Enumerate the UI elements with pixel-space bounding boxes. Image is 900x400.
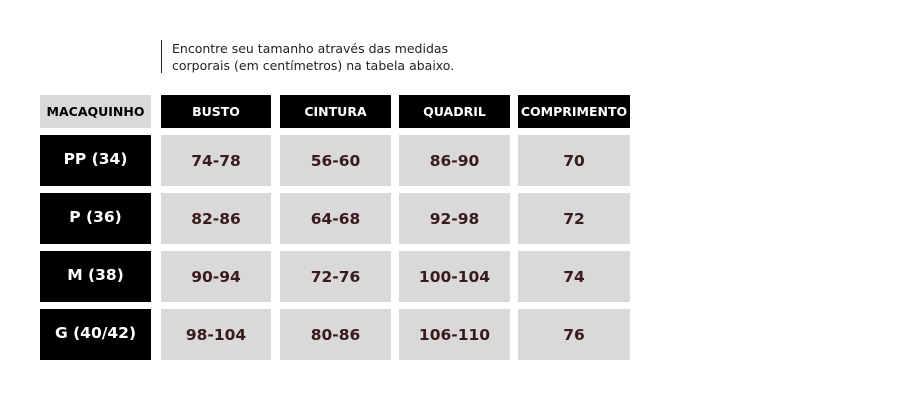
size-label: G (40/42) bbox=[40, 309, 151, 360]
intro-text: Encontre seu tamanho através das medidas… bbox=[161, 40, 521, 73]
busto-value: 90-94 bbox=[161, 251, 271, 302]
comprimento-value: 70 bbox=[518, 135, 630, 186]
cintura-value: 64-68 bbox=[280, 193, 391, 244]
cintura-value: 80-86 bbox=[280, 309, 391, 360]
cintura-value: 56-60 bbox=[280, 135, 391, 186]
size-label: PP (34) bbox=[40, 135, 151, 186]
quadril-value: 92-98 bbox=[399, 193, 510, 244]
busto-value: 74-78 bbox=[161, 135, 271, 186]
header-busto: BUSTO bbox=[161, 95, 271, 128]
header-comprimento: COMPRIMENTO bbox=[518, 95, 630, 128]
header-cintura: CINTURA bbox=[280, 95, 391, 128]
comprimento-value: 72 bbox=[518, 193, 630, 244]
cintura-value: 72-76 bbox=[280, 251, 391, 302]
busto-value: 98-104 bbox=[161, 309, 271, 360]
comprimento-value: 74 bbox=[518, 251, 630, 302]
header-macaquinho: MACAQUINHO bbox=[40, 95, 151, 128]
intro-line-2: corporais (em centímetros) na tabela aba… bbox=[172, 58, 455, 73]
intro-line-1: Encontre seu tamanho através das medidas bbox=[172, 41, 449, 56]
quadril-value: 106-110 bbox=[399, 309, 510, 360]
size-label: P (36) bbox=[40, 193, 151, 244]
size-label: M (38) bbox=[40, 251, 151, 302]
busto-value: 82-86 bbox=[161, 193, 271, 244]
quadril-value: 100-104 bbox=[399, 251, 510, 302]
comprimento-value: 76 bbox=[518, 309, 630, 360]
header-quadril: QUADRIL bbox=[399, 95, 510, 128]
quadril-value: 86-90 bbox=[399, 135, 510, 186]
